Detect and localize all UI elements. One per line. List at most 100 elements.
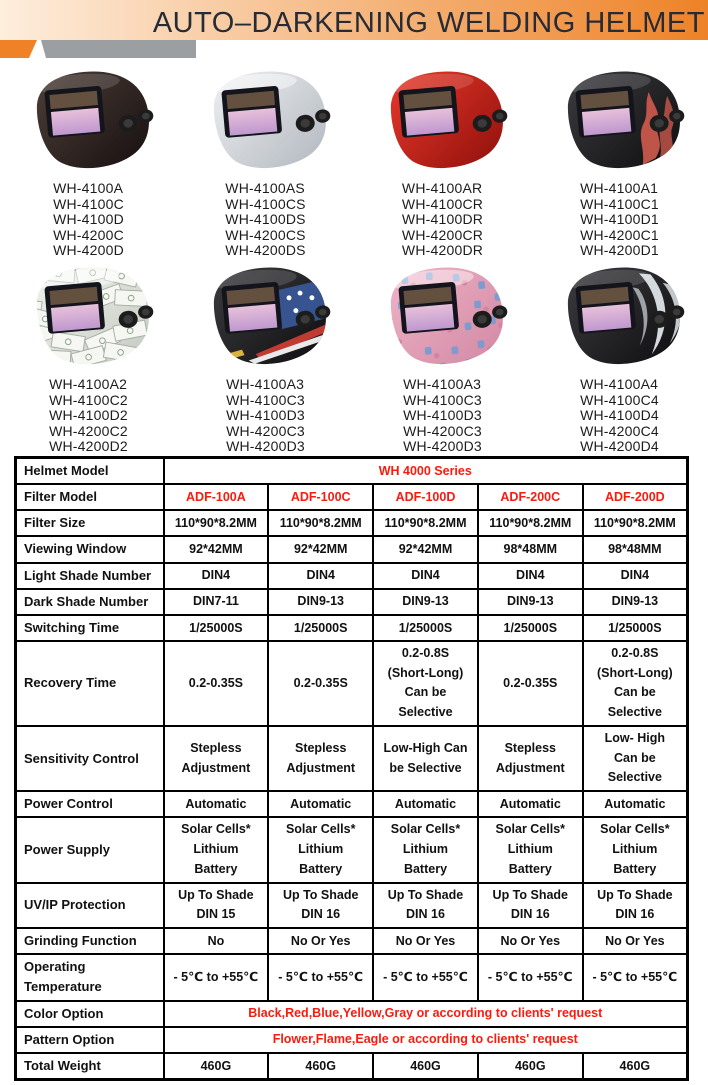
product-cell: WH-4100A4 WH-4100C4 WH-4100D4 WH-4200C4 WH-4… bbox=[531, 257, 708, 455]
spec-value: 460G bbox=[372, 1051, 479, 1081]
spec-label: Total Weight bbox=[14, 1051, 165, 1081]
spec-value: ADF-100D bbox=[372, 483, 479, 512]
product-cell: WH-4100A3 WH-4100C3 WH-4100D3 WH-4200C3 WH-4… bbox=[354, 257, 531, 454]
spec-value: 98*48MM bbox=[581, 535, 689, 564]
model-number: WH-4100D bbox=[53, 211, 124, 227]
spec-row: Viewing Window 92*42MM 92*42MM 92*42MM 98*48… bbox=[14, 535, 689, 564]
model-list: WH-4100A WH-4100C WH-4100D WH-4200C WH-4200D bbox=[53, 180, 124, 259]
page-title: AUTO–DARKENING WELDING HELMET bbox=[152, 7, 705, 39]
spec-value: No bbox=[162, 927, 270, 956]
spec-value: Up To Shade DIN 15 bbox=[162, 881, 270, 930]
spec-row: Grinding Function No No Or Yes No Or Yes No … bbox=[14, 927, 689, 956]
orange-accent-shape bbox=[0, 40, 37, 58]
helmet-photo-red-helmet bbox=[367, 61, 519, 180]
spec-label: Color Option bbox=[14, 999, 165, 1028]
helmet-photo-silver-helmet bbox=[190, 61, 342, 180]
spec-value: Solar Cells* Lithium Battery bbox=[581, 816, 689, 884]
product-grid: WH-4100A WH-4100C WH-4100D WH-4200C WH-4200D… bbox=[0, 58, 708, 455]
model-number: WH-4100D4 bbox=[580, 407, 659, 423]
spec-value-span: Flower,Flame,Eagle or according to clien… bbox=[162, 1025, 689, 1054]
spec-value: - 5℃ to +55℃ bbox=[267, 953, 375, 1002]
spec-row: Light Shade Number DIN4 DIN4 DIN4 DIN4 DIN4 bbox=[14, 561, 689, 590]
model-number: WH-4100D3 bbox=[226, 407, 305, 423]
model-number: WH-4200CR bbox=[401, 226, 484, 243]
spec-value: 92*42MM bbox=[372, 535, 479, 564]
spec-value: 1/25000S bbox=[267, 613, 375, 642]
spec-value: Automatic bbox=[267, 790, 375, 819]
header-banner: AUTO–DARKENING WELDING HELMET bbox=[0, 0, 708, 40]
spec-value: 110*90*8.2MM bbox=[162, 509, 270, 538]
model-number: WH-4200D bbox=[53, 242, 124, 258]
model-number: WH-4200C3 bbox=[403, 422, 482, 439]
model-number: WH-4100A1 bbox=[580, 180, 659, 196]
model-number: WH-4100A3 bbox=[403, 376, 482, 392]
spec-row: Filter Size 110*90*8.2MM 110*90*8.2MM 110*9… bbox=[14, 509, 689, 538]
product-cell: WH-4100AS WH-4100CS WH-4100DS WH-4200CS WH-4… bbox=[177, 61, 354, 258]
spec-row: Total Weight 460G 460G 460G 460G 460G bbox=[14, 1051, 689, 1081]
model-list: WH-4100A2 WH-4100C2 WH-4100D2 WH-4200C2 WH-4… bbox=[49, 376, 128, 455]
spec-table: Helmet Model WH 4000 Series Filter Model AD… bbox=[14, 456, 690, 1081]
model-list: WH-4100A1 WH-4100C1 WH-4100D1 WH-4200C1 WH-4… bbox=[580, 180, 659, 259]
model-number: WH-4100A4 bbox=[580, 376, 659, 392]
spec-value: Up To Shade DIN 16 bbox=[581, 881, 689, 930]
helmet-photo-flag-eagle-helmet bbox=[190, 257, 342, 376]
spec-value: 0.2-0.8S (Short-Long) Can be Selective bbox=[581, 639, 689, 727]
spec-value: No Or Yes bbox=[581, 927, 689, 956]
model-number: WH-4100C2 bbox=[49, 391, 128, 408]
spec-label: Power Supply bbox=[14, 816, 165, 884]
spec-label: Pattern Option bbox=[14, 1025, 165, 1054]
spec-label: Power Control bbox=[14, 790, 165, 819]
model-number: WH-4100C3 bbox=[403, 391, 482, 408]
spec-value: 460G bbox=[267, 1051, 375, 1081]
spec-value: 0.2-0.35S bbox=[267, 639, 375, 727]
model-number: WH-4100C4 bbox=[580, 391, 659, 408]
model-number: WH-4100AS bbox=[225, 180, 305, 196]
spec-value: Up To Shade DIN 16 bbox=[372, 881, 479, 930]
spec-value: No Or Yes bbox=[267, 927, 375, 956]
model-number: WH-4200C4 bbox=[580, 422, 659, 439]
spec-value: - 5℃ to +55℃ bbox=[476, 953, 584, 1002]
model-list: WH-4100A4 WH-4100C4 WH-4100D4 WH-4200C4 WH-4… bbox=[580, 376, 659, 455]
spec-value: DIN4 bbox=[476, 561, 584, 590]
product-cell: WH-4100A2 WH-4100C2 WH-4100D2 WH-4200C2 WH-4… bbox=[0, 257, 177, 455]
gray-accent-shape bbox=[41, 40, 196, 58]
model-number: WH-4100DS bbox=[225, 211, 306, 227]
spec-value: Solar Cells* Lithium Battery bbox=[372, 816, 479, 884]
spec-value: No Or Yes bbox=[476, 927, 584, 956]
spec-value: Low-High Can be Selective bbox=[372, 724, 479, 793]
spec-row: Filter Model ADF-100A ADF-100C ADF-100D ADF-… bbox=[14, 483, 689, 512]
model-number: WH-4200D4 bbox=[580, 438, 659, 454]
spec-value: DIN4 bbox=[372, 561, 479, 590]
product-cell: WH-4100A WH-4100C WH-4100D WH-4200C WH-4200D bbox=[0, 61, 177, 259]
spec-row: UV/IP Protection Up To Shade DIN 15 Up To S… bbox=[14, 881, 689, 930]
model-number: WH-4100C3 bbox=[226, 391, 305, 408]
spec-label: Light Shade Number bbox=[14, 561, 165, 590]
spec-value: Solar Cells* Lithium Battery bbox=[476, 816, 584, 884]
spec-value: Stepless Adjustment bbox=[267, 724, 375, 793]
model-number: WH-4200CS bbox=[225, 226, 306, 243]
spec-value: Up To Shade DIN 16 bbox=[267, 881, 375, 930]
spec-value: DIN9-13 bbox=[267, 587, 375, 616]
spec-value: 92*42MM bbox=[267, 535, 375, 564]
spec-value: DIN9-13 bbox=[372, 587, 479, 616]
spec-table-body: Helmet Model WH 4000 Series Filter Model AD… bbox=[14, 456, 689, 1081]
spec-label: Sensitivity Control bbox=[14, 724, 165, 793]
spec-value: 460G bbox=[162, 1051, 270, 1081]
helmet-photo-dollar-print-helmet bbox=[13, 257, 165, 376]
spec-label: Dark Shade Number bbox=[14, 587, 165, 616]
spec-value: DIN4 bbox=[162, 561, 270, 590]
spec-value: Solar Cells* Lithium Battery bbox=[267, 816, 375, 884]
spec-label: Helmet Model bbox=[14, 456, 165, 486]
spec-row: Power Supply Solar Cells* Lithium Battery So… bbox=[14, 816, 689, 884]
spec-value: 1/25000S bbox=[581, 613, 689, 642]
model-number: WH-4100AR bbox=[401, 180, 483, 196]
spec-label: Recovery Time bbox=[14, 639, 165, 727]
spec-value: Low- High Can be Selective bbox=[581, 724, 689, 793]
spec-value: DIN4 bbox=[267, 561, 375, 590]
spec-value: DIN9-13 bbox=[581, 587, 689, 616]
model-number: WH-4100D3 bbox=[403, 407, 482, 423]
spec-row: Dark Shade Number DIN7-11 DIN9-13 DIN9-13 DI… bbox=[14, 587, 689, 616]
helmet-photo-black-helmet bbox=[13, 61, 165, 180]
product-row: WH-4100A WH-4100C WH-4100D WH-4200C WH-4200D… bbox=[0, 61, 708, 259]
header-accent-stripe bbox=[0, 40, 708, 58]
